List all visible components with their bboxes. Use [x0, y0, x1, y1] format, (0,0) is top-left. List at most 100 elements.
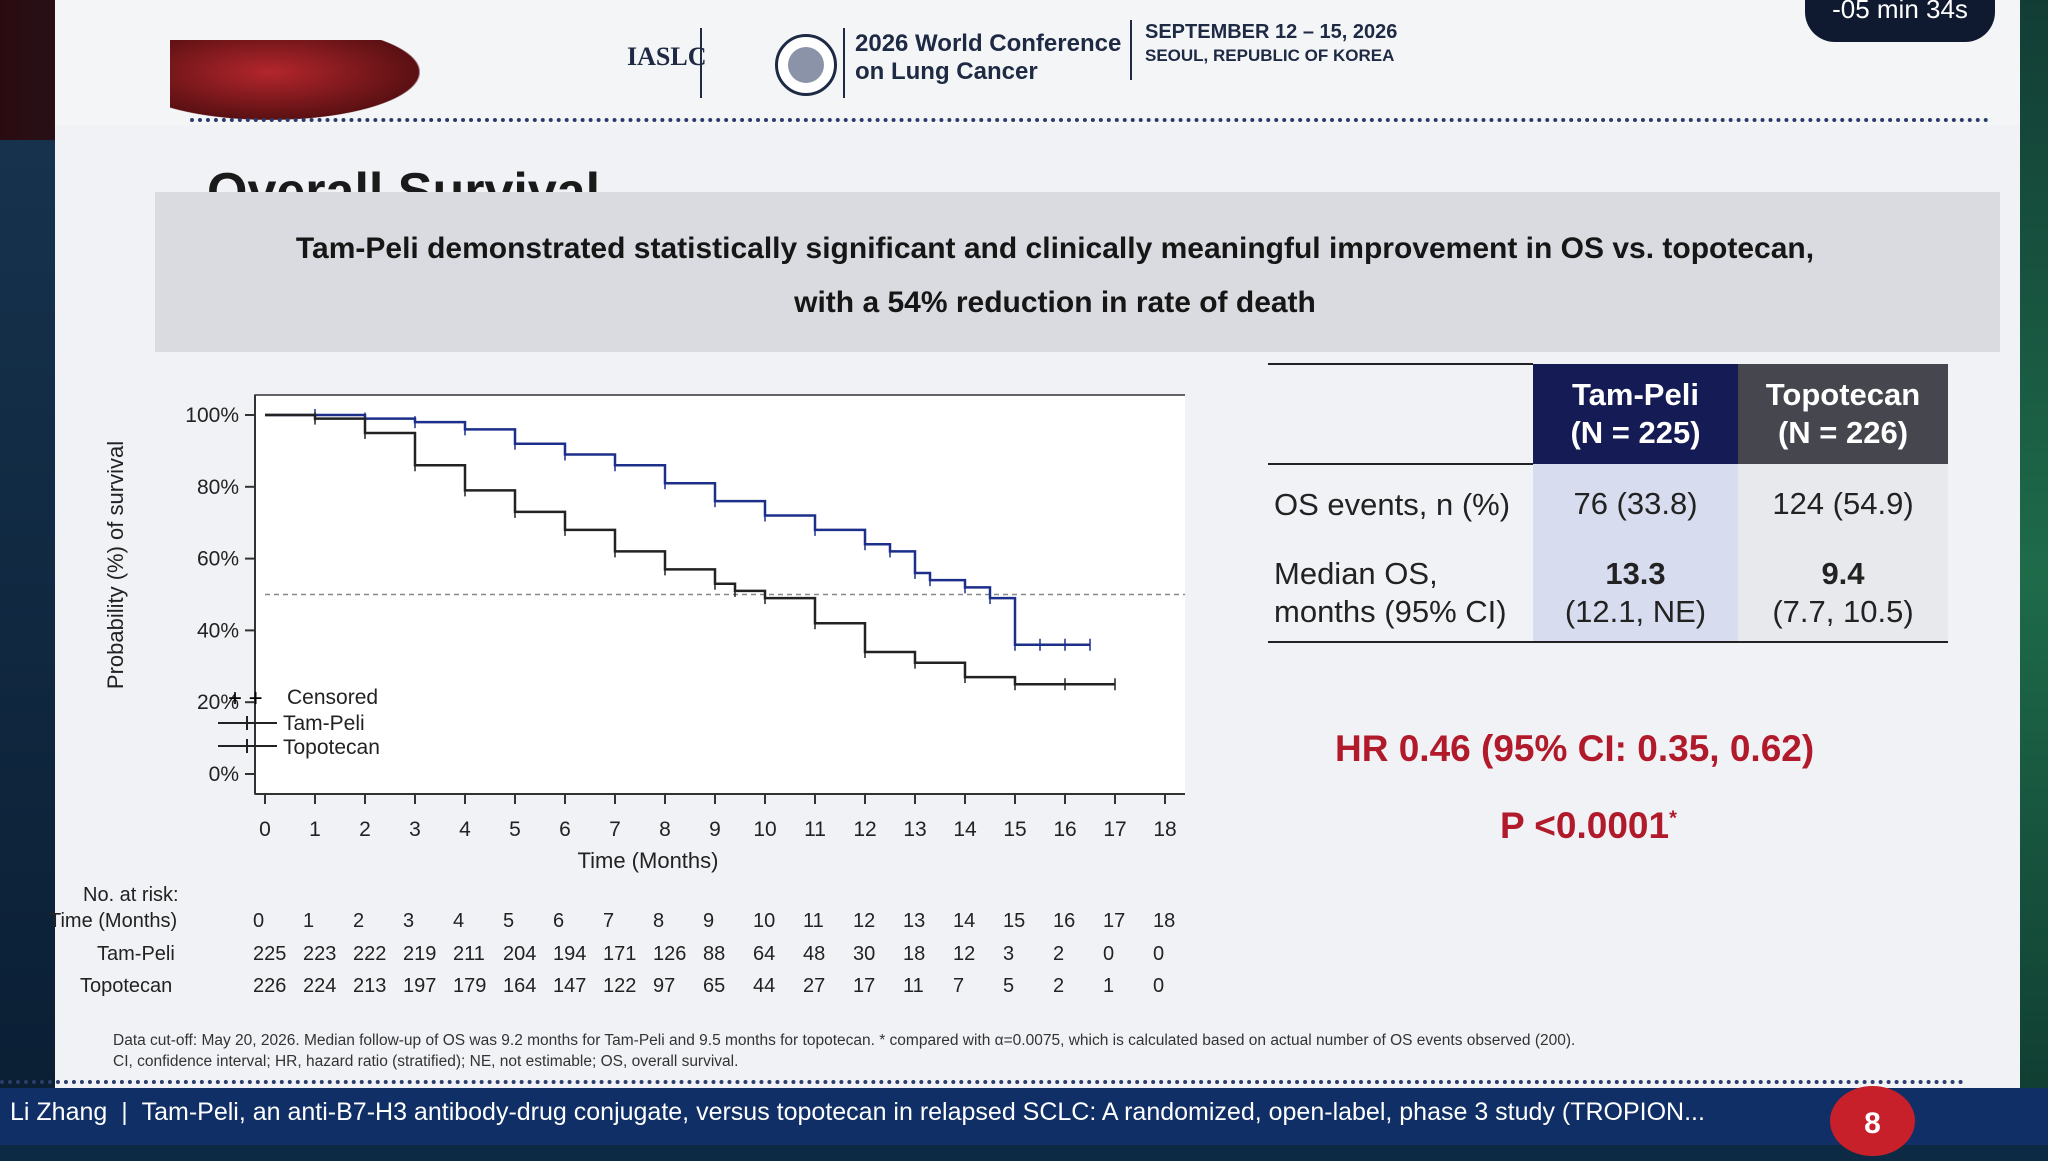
risk-cell: 226 [253, 975, 287, 997]
risk-cell: 5 [503, 910, 515, 932]
slide: IASLC 2026 World Conference on Lung Canc… [0, 0, 2020, 1145]
conference-title: 2026 World Conference on Lung Cancer [855, 30, 1122, 85]
y-tick-label: 20% [197, 691, 239, 714]
risk-cell: 197 [403, 975, 437, 997]
risk-cell: 0 [253, 910, 265, 932]
risk-cell: 204 [503, 943, 537, 965]
y-tick-labels: 0% 20% 40% 60% 80% 100% [185, 404, 239, 786]
y-tick-label: 60% [197, 548, 239, 571]
x-tick-label: 12 [853, 818, 876, 841]
header-divider [843, 28, 845, 98]
cell-tam-os-events: 76 (33.8) [1533, 464, 1738, 544]
page-number-badge: 8 [1830, 1086, 1915, 1156]
conference-seal-logo [775, 34, 837, 96]
risk-cell: 17 [853, 975, 876, 997]
legend-topotecan-label: Topotecan [283, 736, 380, 759]
risk-cell: 213 [353, 975, 387, 997]
cell-tam-median-os: 13.3 (12.1, NE) [1533, 544, 1738, 642]
subtitle-banner [155, 192, 2000, 352]
x-tick-labels: 0 1 2 3 4 5 6 7 8 9 10 11 12 13 14 15 16 17 18 [259, 818, 1177, 841]
x-tick-label: 9 [709, 818, 721, 841]
risk-cell: 219 [403, 943, 437, 965]
risk-cell: 30 [853, 943, 876, 965]
risk-cell: 64 [753, 943, 776, 965]
risk-cell: 18 [903, 943, 926, 965]
x-tick-label: 7 [609, 818, 621, 841]
presenter-bar-text: Li Zhang | Tam-Peli, an anti-B7-H3 antib… [10, 1098, 1705, 1126]
legend-censored-marker: + + [228, 685, 263, 712]
risk-cell: 6 [553, 910, 565, 932]
row-label-median-os: Median OS, months (95% CI) [1274, 555, 1507, 629]
risk-cell: 5 [1003, 975, 1015, 997]
y-tick-label: 100% [185, 404, 239, 427]
conference-dates: SEPTEMBER 12 – 15, 2026 SEOUL, REPUBLIC … [1145, 21, 1398, 65]
x-tick-label: 5 [509, 818, 521, 841]
header-dotted-rule [190, 118, 1990, 122]
footnote: Data cut-off: May 20, 2026. Median follo… [113, 1032, 1576, 1070]
risk-cell: 164 [503, 975, 537, 997]
risk-cell: 223 [303, 943, 337, 965]
x-tick-label: 16 [1053, 818, 1076, 841]
risk-cell: 44 [753, 975, 776, 997]
risk-cell: 2 [353, 910, 365, 932]
x-tick-label: 3 [409, 818, 421, 841]
risk-cell: 1 [1103, 975, 1115, 997]
presenter-bar [0, 1088, 2048, 1145]
risk-cell: 65 [703, 975, 726, 997]
risk-cell: 171 [603, 943, 637, 965]
x-tick-label: 1 [309, 818, 321, 841]
risk-cell: 12 [853, 910, 876, 932]
risk-cell: 48 [803, 943, 826, 965]
session-timer: -05 min 34s [1805, 0, 1995, 42]
y-tick-label: 40% [197, 619, 239, 642]
risk-cell: 122 [603, 975, 637, 997]
chart-axes [245, 394, 1185, 804]
risk-cell: 0 [1153, 943, 1165, 965]
risk-cell: 0 [1153, 975, 1165, 997]
risk-cell: 97 [653, 975, 676, 997]
header-divider [700, 28, 702, 98]
hazard-ratio: HR 0.46 (95% CI: 0.35, 0.62) [1335, 728, 1815, 769]
risk-cell: 211 [453, 943, 485, 965]
risk-cell: 222 [353, 943, 387, 965]
risk-cell: 11 [903, 975, 924, 997]
x-axis-label: Time (Months) [578, 848, 719, 873]
risk-cell: 27 [803, 975, 826, 997]
risk-cell: 10 [753, 910, 776, 932]
risk-cell: 0 [1103, 943, 1115, 965]
risk-cell: 3 [403, 910, 415, 932]
x-tick-label: 4 [459, 818, 471, 841]
x-tick-label: 17 [1103, 818, 1126, 841]
y-tick-label: 0% [209, 763, 239, 786]
decorative-graphic [170, 40, 420, 120]
risk-cell: 2 [1053, 943, 1065, 965]
risk-table-time-label: Time (Months) [49, 910, 178, 932]
km-chart: Probability (%) of survival 0 1 2 3 4 5 6 7 8 9 10… [103, 394, 1185, 873]
chart-legend: + + Censored Tam-Peli Topotecan [218, 685, 380, 759]
y-axis-label: Probability (%) of survival [103, 441, 128, 689]
x-tick-label: 8 [659, 818, 671, 841]
p-value: P <0.0001* [1500, 805, 1677, 846]
legend-censored-label: Censored [287, 686, 378, 709]
risk-cell: 179 [453, 975, 487, 997]
risk-cell: 4 [453, 910, 465, 932]
x-tick-label: 10 [753, 818, 776, 841]
x-tick-label: 18 [1153, 818, 1176, 841]
risk-cell: 14 [953, 910, 976, 932]
x-tick-label: 13 [903, 818, 926, 841]
x-tick-label: 14 [953, 818, 977, 841]
x-tick-label: 2 [359, 818, 371, 841]
x-tick-label: 11 [804, 818, 826, 841]
risk-cell: 13 [903, 910, 926, 932]
risk-cell: 7 [603, 910, 615, 932]
risk-cell: 126 [653, 943, 687, 965]
risk-cell: 225 [253, 943, 287, 965]
risk-cell: 8 [653, 910, 665, 932]
risk-cell: 7 [953, 975, 965, 997]
risk-row-tam-peli-label: Tam-Peli [97, 943, 175, 965]
risk-cell: 147 [553, 975, 587, 997]
table-corner [1268, 363, 1533, 465]
risk-cell: 194 [553, 943, 587, 965]
header-divider [1130, 20, 1132, 80]
risk-cell: 3 [1003, 943, 1015, 965]
